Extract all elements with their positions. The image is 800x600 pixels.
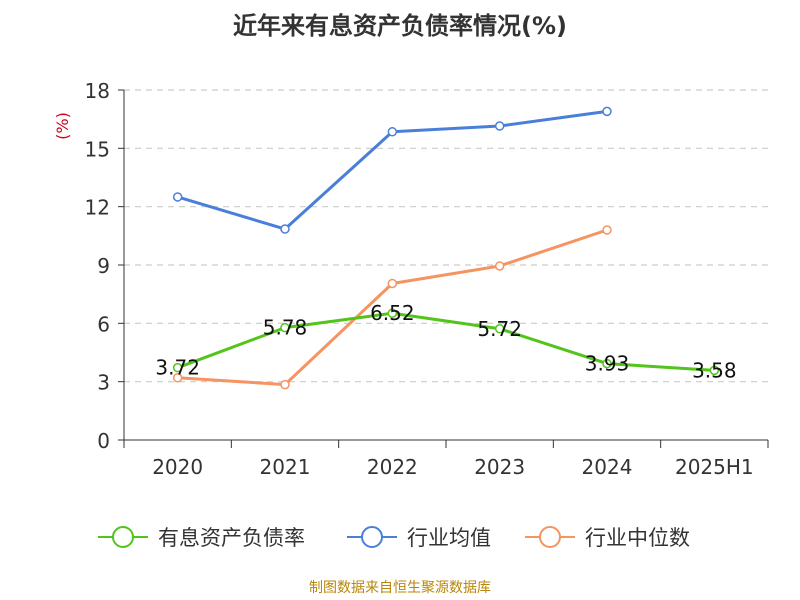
data-point	[387, 308, 398, 318]
data-point	[602, 225, 612, 235]
data-point	[387, 127, 398, 137]
data-point	[709, 365, 720, 376]
y-tick-label: 18	[85, 79, 110, 103]
y-tick-label: 9	[97, 254, 110, 278]
gridlines	[124, 89, 768, 383]
axes: 0 3 6 9 12 15 18 (%) 2020 2021 2022 2023 2024 2025H1	[53, 79, 769, 479]
data-point	[494, 261, 505, 271]
data-point	[172, 192, 183, 202]
legend-label: 行业中位数	[585, 526, 690, 550]
y-tick-label: 12	[85, 196, 110, 220]
data-point	[494, 121, 505, 131]
data-point	[280, 379, 290, 390]
data-label: 3.58	[692, 358, 737, 382]
x-tick-label: 2023	[474, 455, 525, 479]
legend-marker	[112, 526, 134, 548]
y-tick-label: 6	[97, 312, 110, 336]
legend-label: 行业均值	[407, 526, 491, 550]
data-point	[494, 324, 505, 334]
data-source-note: 制图数据来自恒生聚源数据库	[309, 580, 491, 596]
data-point	[280, 224, 290, 234]
y-tick-label: 3	[97, 371, 110, 395]
data-point	[602, 358, 612, 369]
data-label: 5.72	[477, 317, 522, 341]
data-label: 5.78	[263, 316, 308, 340]
x-tick-label: 2024	[582, 455, 633, 479]
y-axis-label: (%)	[53, 112, 72, 140]
data-label: 3.72	[155, 356, 200, 380]
series-lines: 3.72 5.78 6.52 5.72 3.93 3.58	[155, 106, 737, 390]
legend-label: 有息资产负债率	[158, 526, 305, 550]
data-point	[387, 278, 398, 289]
data-point	[280, 322, 290, 333]
y-tick-label: 0	[97, 429, 110, 453]
x-tick-label: 2022	[367, 455, 418, 479]
x-tick-label: 2025H1	[675, 455, 754, 479]
legend-marker	[539, 526, 561, 548]
x-tick-label: 2021	[260, 455, 311, 479]
x-tick-label: 2020	[152, 455, 203, 479]
legend: 有息资产负债率 行业均值 行业中位数	[98, 526, 690, 550]
data-label: 6.52	[370, 301, 415, 325]
data-label: 3.93	[585, 352, 630, 376]
data-point	[172, 362, 183, 373]
chart-title: 近年来有息资产负债率情况(%)	[233, 12, 567, 40]
data-point	[172, 373, 183, 383]
data-point	[602, 106, 612, 117]
series-line	[177, 311, 715, 372]
y-tick-label: 15	[85, 137, 110, 161]
legend-marker	[361, 526, 383, 548]
